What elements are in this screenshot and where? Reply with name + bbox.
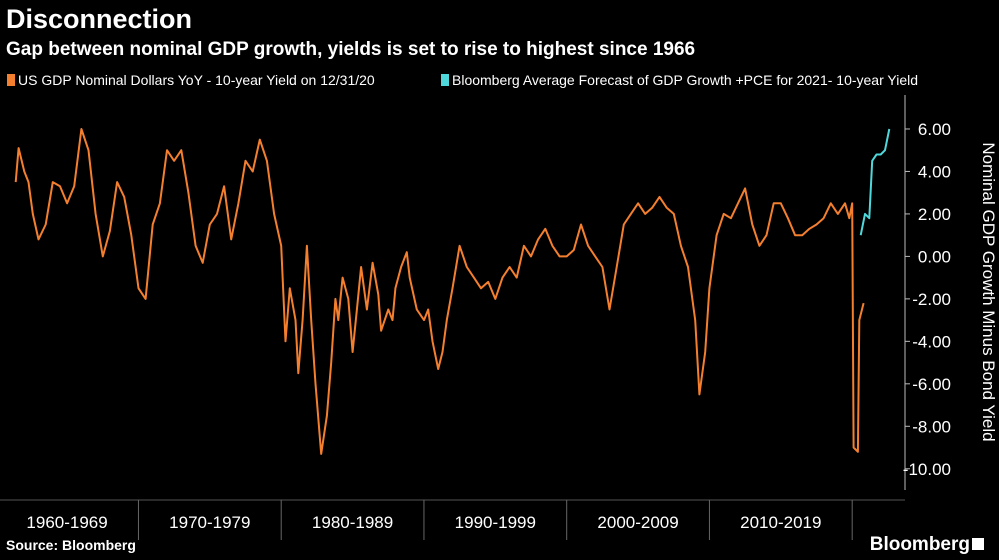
legend-swatch xyxy=(441,74,449,86)
y-tick-label: -6.00 xyxy=(912,375,951,394)
x-tick-label: 1970-1979 xyxy=(169,513,250,532)
y-tick-label: -4.00 xyxy=(912,332,951,351)
source: Source: Bloomberg xyxy=(6,537,136,553)
y-tick-label: 4.00 xyxy=(918,162,951,181)
brand-mark xyxy=(972,538,984,550)
legend-swatch xyxy=(7,74,15,86)
y-tick-label: -2.00 xyxy=(912,290,951,309)
y-tick-label: 0.00 xyxy=(918,247,951,266)
legend-label: US GDP Nominal Dollars YoY - 10-year Yie… xyxy=(18,72,375,88)
y-tick-label: -10.00 xyxy=(903,460,951,479)
x-tick-label: 1990-1999 xyxy=(455,513,536,532)
y-axis-label: Nominal GDP Growth Minus Bond Yield xyxy=(979,142,998,441)
x-tick-label: 2000-2009 xyxy=(597,513,678,532)
y-tick-label: 2.00 xyxy=(918,205,951,224)
x-tick-label: 1980-1989 xyxy=(312,513,393,532)
x-tick-label: 2010-2019 xyxy=(740,513,821,532)
chart-subtitle: Gap between nominal GDP growth, yields i… xyxy=(6,39,695,60)
chart-title: Disconnection xyxy=(6,4,192,34)
legend-label: Bloomberg Average Forecast of GDP Growth… xyxy=(452,72,918,88)
y-tick-label: 6.00 xyxy=(918,120,951,139)
x-tick-label: 1960-1969 xyxy=(26,513,107,532)
y-tick-label: -8.00 xyxy=(912,417,951,436)
brand-logo: Bloomberg xyxy=(870,534,970,555)
series-line xyxy=(14,128,865,455)
series-line xyxy=(859,128,891,236)
